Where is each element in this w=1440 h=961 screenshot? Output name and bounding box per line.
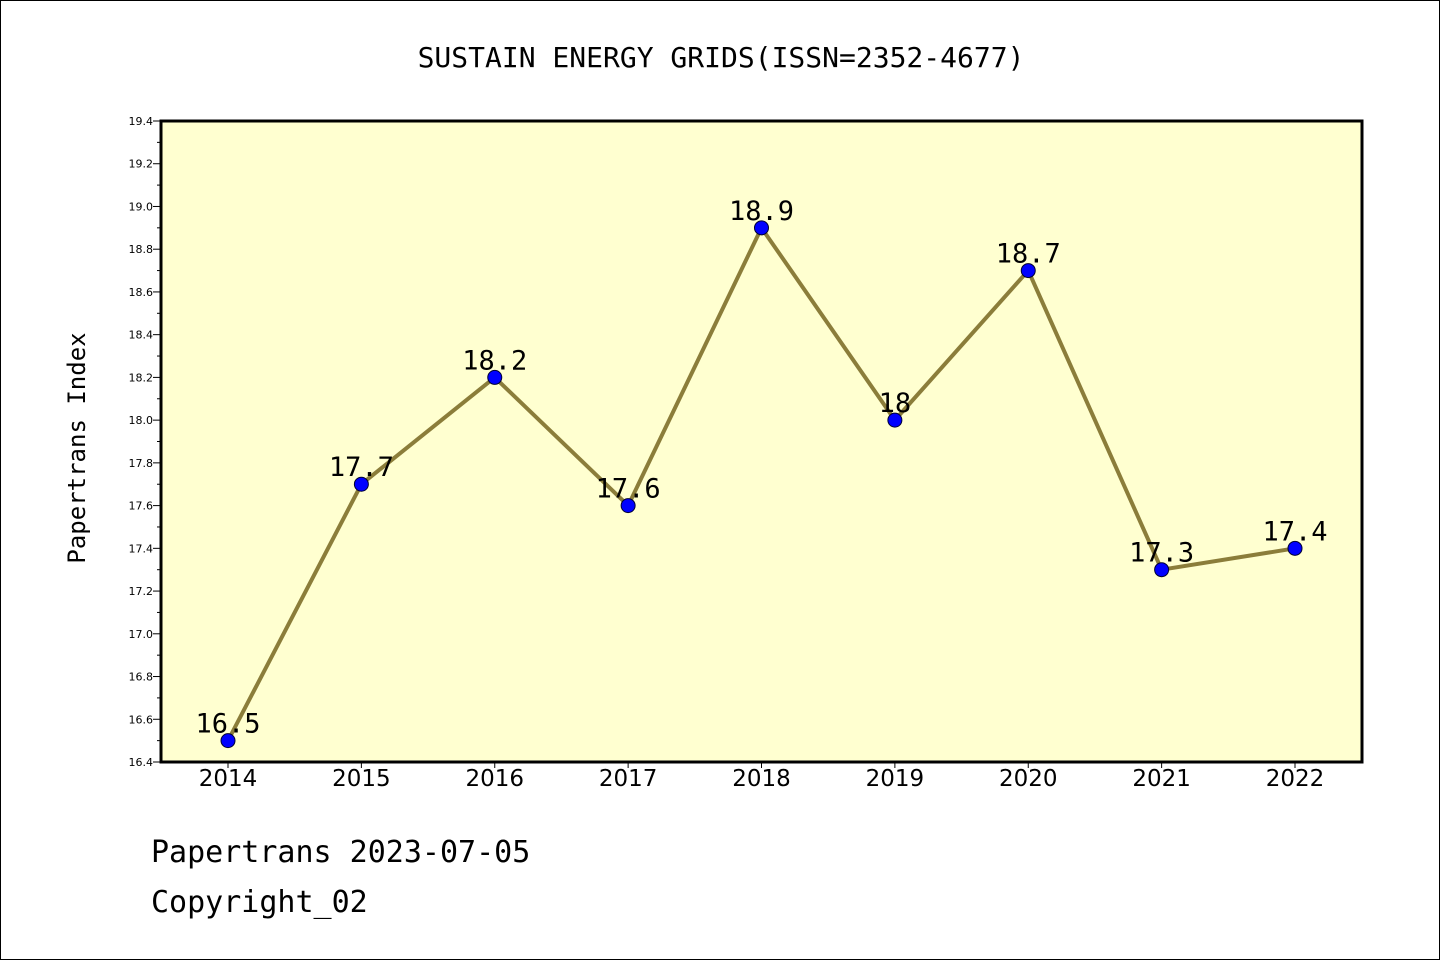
data-label: 17.6 <box>596 474 661 505</box>
y-ticks: 16.4 16.6 16.8 17.0 17.2 17.4 17.6 17.8 18.0 18.2… <box>129 115 161 769</box>
data-point <box>754 220 769 236</box>
y-tick-label: 17.0 <box>129 628 154 641</box>
data-label: 18 <box>879 388 912 419</box>
data-point <box>487 369 503 385</box>
y-tick-label: 16.6 <box>129 713 154 726</box>
x-tick-label: 2021 <box>1132 766 1191 792</box>
chart-title: SUSTAIN ENERGY GRIDS(ISSN=2352-4677) <box>418 41 1025 74</box>
y-tick-label: 18.2 <box>129 371 154 384</box>
data-point <box>220 733 236 749</box>
x-tick-label: 2020 <box>999 766 1058 792</box>
y-tick-label: 17.2 <box>129 585 154 598</box>
data-point <box>887 412 903 428</box>
data-labels: 16.5 17.7 18.2 17.6 18.9 18 18.7 17.3 17.4 <box>195 196 1327 740</box>
y-tick-label: 18.4 <box>129 329 154 342</box>
y-tick-label: 16.8 <box>129 671 154 684</box>
x-tick-label: 2018 <box>732 766 791 792</box>
footer-date: Papertrans 2023-07-05 <box>151 835 531 870</box>
footer-copyright: Copyright_02 <box>151 885 368 920</box>
data-markers <box>220 220 1303 749</box>
x-tick-label: 2016 <box>465 766 524 792</box>
y-tick-label: 16.4 <box>129 756 154 769</box>
x-tick-label: 2022 <box>1266 766 1325 792</box>
data-label: 18.9 <box>729 196 794 227</box>
y-tick-label: 18.8 <box>129 243 154 256</box>
data-label: 17.3 <box>1129 538 1194 569</box>
data-label: 16.5 <box>195 709 260 740</box>
y-tick-label: 17.4 <box>129 542 154 555</box>
data-point <box>1154 562 1170 578</box>
x-tick-label: 2019 <box>866 766 925 792</box>
data-point <box>353 476 369 492</box>
x-ticks: 2014 2015 2016 2017 2018 2019 2020 2021 2022 <box>199 762 1325 792</box>
data-point <box>1287 540 1303 556</box>
x-tick-label: 2014 <box>199 766 258 792</box>
data-label: 18.2 <box>462 345 527 376</box>
y-tick-label: 17.8 <box>129 457 154 470</box>
data-point <box>620 498 636 514</box>
data-label: 18.7 <box>996 239 1061 270</box>
y-tick-label: 17.6 <box>129 500 154 513</box>
data-point <box>1020 263 1036 279</box>
data-label: 17.7 <box>329 452 394 483</box>
y-axis-label: Papertrans Index <box>63 332 91 563</box>
data-label: 17.4 <box>1262 516 1327 547</box>
x-tick-label: 2017 <box>599 766 658 792</box>
y-tick-label: 19.2 <box>129 158 154 171</box>
y-tick-label: 18.6 <box>129 286 154 299</box>
x-tick-label: 2015 <box>332 766 391 792</box>
y-tick-label: 18.0 <box>129 414 154 427</box>
y-tick-label: 19.4 <box>129 115 154 128</box>
y-tick-label: 19.0 <box>129 200 154 213</box>
